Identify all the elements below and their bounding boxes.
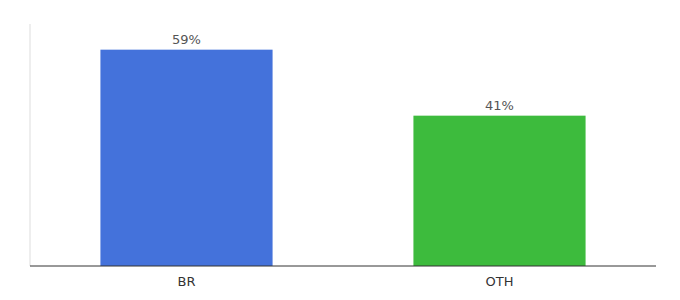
chart-svg: 59% 41% BR OTH [0, 0, 680, 300]
bars [100, 50, 585, 266]
data-label: 59% [172, 32, 201, 47]
chart-container: 59% 41% BR OTH [0, 0, 680, 300]
x-axis-line [30, 266, 656, 267]
x-tick-label: BR [178, 274, 196, 289]
y-axis-line [30, 24, 31, 266]
bar [100, 50, 272, 266]
data-labels: 59% 41% [172, 32, 514, 113]
x-tick-label: OTH [486, 274, 514, 289]
data-label: 41% [485, 98, 514, 113]
bar [413, 116, 585, 266]
